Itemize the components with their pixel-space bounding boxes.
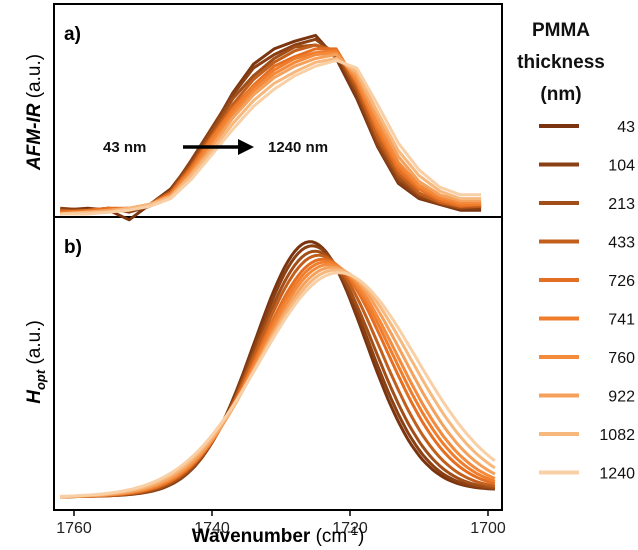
annotation-arrowhead bbox=[238, 139, 254, 155]
legend-title-line-2: thickness bbox=[517, 52, 605, 73]
afm-ir-series-43 bbox=[60, 33, 482, 222]
legend-title-line-3: (nm) bbox=[540, 84, 581, 105]
legend-label-104: 104 bbox=[608, 158, 635, 175]
x-tick-label: 1720 bbox=[332, 520, 368, 537]
legend-label-43: 43 bbox=[617, 119, 635, 136]
legend-label-433: 433 bbox=[608, 235, 635, 252]
hopt-series-1240 bbox=[60, 271, 496, 498]
panel-b-ylabel: Hopt (a.u.) bbox=[24, 320, 48, 404]
x-tick-label: 1760 bbox=[56, 520, 92, 537]
legend-label-922: 922 bbox=[608, 389, 635, 406]
legend: PMMA thickness (nm) 43 104 213 433 726 741 760… bbox=[517, 20, 635, 483]
panel-a-curves bbox=[60, 33, 482, 222]
legend-label-1082: 1082 bbox=[599, 427, 635, 444]
legend-label-213: 213 bbox=[608, 196, 635, 213]
hopt-series-43 bbox=[60, 240, 495, 499]
panel-a-ylabel: AFM-IR (a.u.) bbox=[24, 54, 45, 171]
legend-label-726: 726 bbox=[608, 273, 635, 290]
panel-b-curves bbox=[60, 240, 496, 499]
legend-label-1240: 1240 bbox=[599, 466, 635, 483]
panel-b-frame bbox=[53, 216, 503, 511]
annotation-start-label: 43 nm bbox=[103, 139, 146, 156]
x-tick-label: 1740 bbox=[194, 520, 230, 537]
panel-a-frame bbox=[53, 3, 503, 218]
legend-label-760: 760 bbox=[608, 350, 635, 367]
annotation-end-label: 1240 nm bbox=[268, 139, 328, 156]
x-tick-label: 1700 bbox=[470, 520, 506, 537]
x-axis-title: Wavenumber (cm-1) bbox=[192, 524, 365, 547]
legend-label-741: 741 bbox=[608, 312, 635, 329]
panel-a-label: a) bbox=[64, 24, 81, 45]
legend-title-line-1: PMMA bbox=[532, 20, 590, 41]
afm-ir-series-1240 bbox=[60, 58, 482, 216]
x-axis: 1760 1740 1720 1700 bbox=[56, 510, 506, 537]
panel-b-label: b) bbox=[64, 237, 82, 258]
afm-ir-series-1082 bbox=[60, 57, 482, 216]
